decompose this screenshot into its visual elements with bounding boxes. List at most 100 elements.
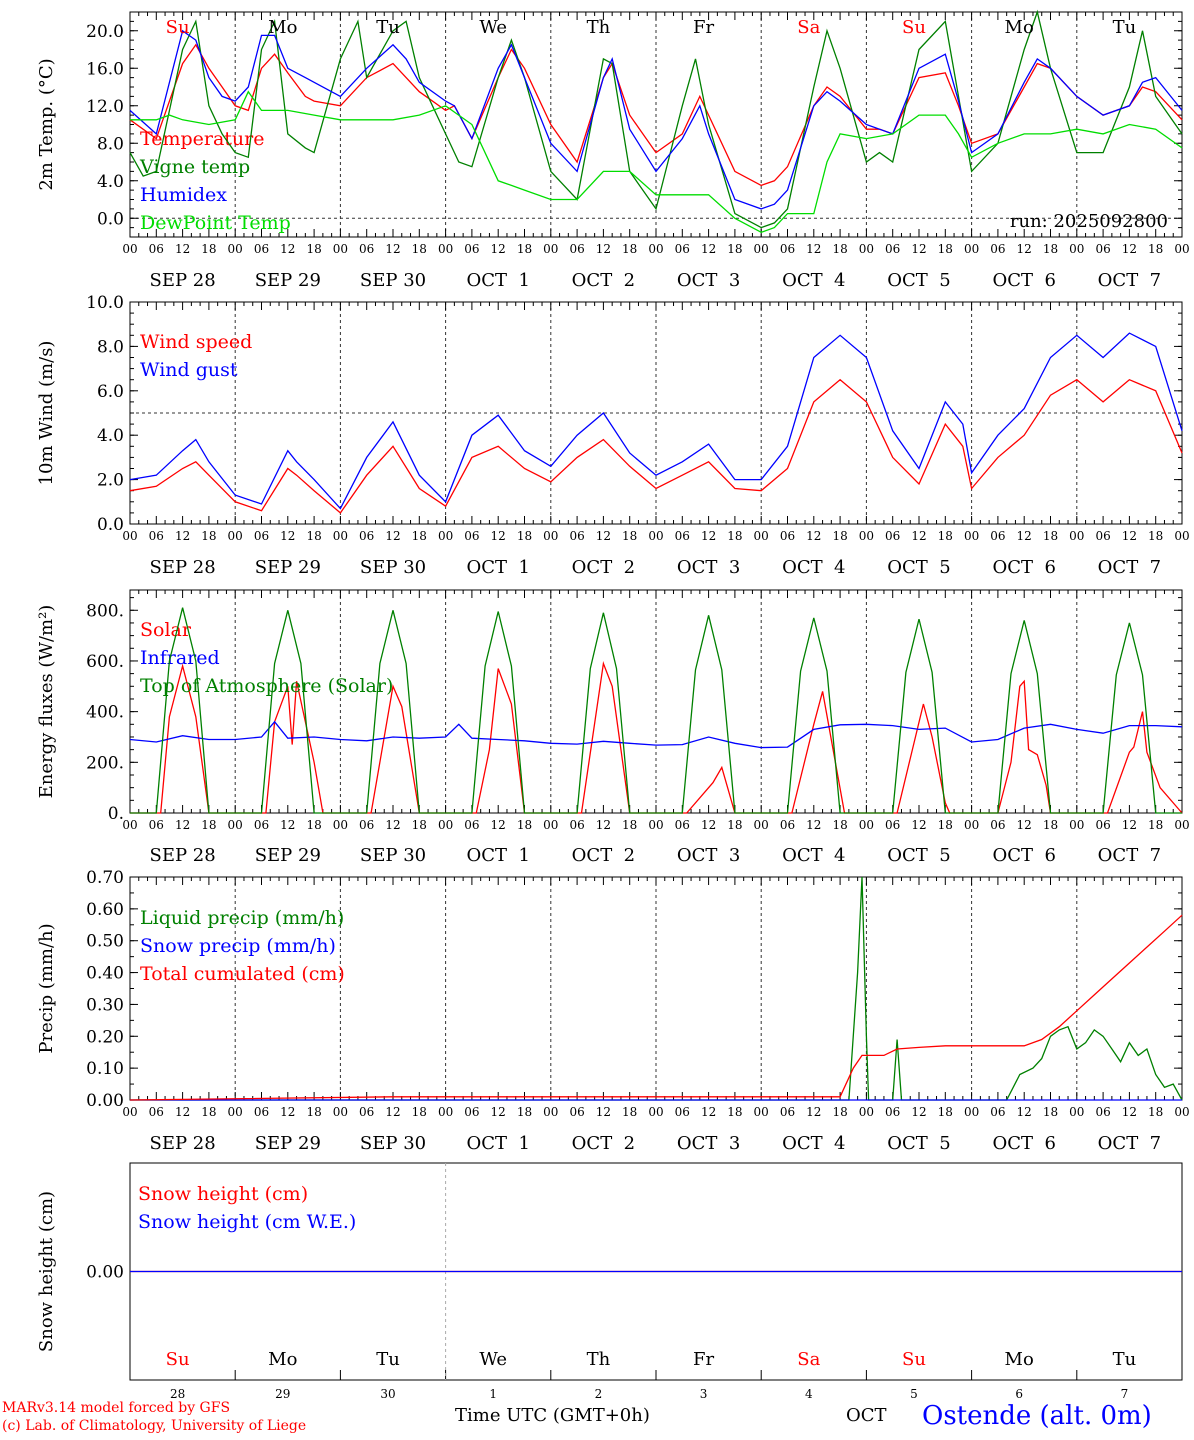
hour-tick-label: 18 xyxy=(727,529,742,543)
bottom-day-number: 1 xyxy=(489,1387,497,1401)
hour-tick-label: 00 xyxy=(1174,818,1189,832)
hour-tick-label: 06 xyxy=(464,529,479,543)
hour-tick-label: 00 xyxy=(1174,529,1189,543)
y-tick-label: 4.0 xyxy=(97,426,124,446)
legend-entry: Wind gust xyxy=(140,359,238,381)
hour-tick-label: 18 xyxy=(412,1105,427,1119)
series-line-green xyxy=(129,9,1183,229)
y-tick-label: 20.0 xyxy=(86,22,124,42)
hour-tick-label: 18 xyxy=(517,818,532,832)
series-line-blue xyxy=(129,29,1183,210)
hour-tick-label: 06 xyxy=(464,818,479,832)
y-tick-label: 2.0 xyxy=(97,471,124,491)
panel-3: 00 06 12 18 00 06 12 18 00 06 12 18 00 06 12 18 00 06 12 18… xyxy=(36,589,1190,866)
hour-tick-label: 12 xyxy=(701,1105,716,1119)
date-label: SEP 29 xyxy=(255,1133,321,1154)
hour-tick-label: 06 xyxy=(1095,1105,1110,1119)
hour-tick-label: 00 xyxy=(859,1105,874,1119)
hour-tick-label: 06 xyxy=(990,529,1005,543)
date-label: OCT 5 xyxy=(887,1133,950,1154)
date-label: OCT 7 xyxy=(1098,1133,1161,1154)
hour-tick-label: 18 xyxy=(201,529,216,543)
hour-tick-label: 06 xyxy=(359,1105,374,1119)
date-label: OCT 5 xyxy=(887,557,950,578)
hour-tick-label: 18 xyxy=(938,818,953,832)
hour-tick-label: 12 xyxy=(385,529,400,543)
panel-1: 00 06 12 18 00 06 12 18 00 06 12 18 00 06 12 18 00 06 12 18… xyxy=(36,9,1190,291)
hour-tick-label: 00 xyxy=(648,818,663,832)
hour-tick-label: 12 xyxy=(911,818,926,832)
hour-tick-label: 18 xyxy=(306,529,321,543)
legend-entry: Temperature xyxy=(140,128,264,150)
hour-tick-label: 18 xyxy=(306,818,321,832)
hour-tick-label: 06 xyxy=(675,818,690,832)
hour-tick-label: 00 xyxy=(543,1105,558,1119)
hour-tick-label: 00 xyxy=(122,818,137,832)
hour-tick-label: 00 xyxy=(438,818,453,832)
y-tick-label: 0.60 xyxy=(86,900,124,920)
date-label: OCT 2 xyxy=(572,557,635,578)
hour-tick-label: 18 xyxy=(1043,242,1058,256)
hour-tick-label: 12 xyxy=(491,818,506,832)
hour-tick-label: 12 xyxy=(280,818,295,832)
hour-tick-label: 12 xyxy=(175,529,190,543)
weekday-label-bottom: Th xyxy=(587,1349,611,1370)
y-tick-label: 0.30 xyxy=(86,995,124,1015)
y-tick-label: 0.00 xyxy=(86,1091,124,1111)
legend-entry: Humidex xyxy=(140,184,227,206)
weekday-label: Mo xyxy=(1005,17,1034,38)
y-tick-label: 6.0 xyxy=(97,382,124,402)
hour-tick-label: 12 xyxy=(1122,529,1137,543)
weekday-label-bottom: Mo xyxy=(268,1349,297,1370)
hour-tick-label: 06 xyxy=(675,529,690,543)
date-label: OCT 6 xyxy=(992,1133,1055,1154)
hour-tick-label: 12 xyxy=(596,529,611,543)
weekday-label: Fr xyxy=(693,17,714,38)
legend-entry: Solar xyxy=(140,619,192,641)
y-tick-label: 0.50 xyxy=(86,932,124,952)
weekday-label-bottom: Mo xyxy=(1005,1349,1034,1370)
hour-tick-label: 00 xyxy=(754,1105,769,1119)
hour-tick-label: 12 xyxy=(911,242,926,256)
hour-tick-label: 06 xyxy=(254,242,269,256)
date-label: OCT 4 xyxy=(782,557,845,578)
footer-model-credit: MARv3.14 model forced by GFS (c) Lab. of… xyxy=(2,1399,306,1435)
footer-model: MARv3.14 model forced by GFS xyxy=(2,1400,231,1416)
hour-tick-label: 00 xyxy=(1174,1105,1189,1119)
hour-tick-label: 18 xyxy=(1043,818,1058,832)
hour-tick-label: 00 xyxy=(754,529,769,543)
weekday-label: Tu xyxy=(376,17,400,38)
hour-tick-label: 06 xyxy=(780,1105,795,1119)
series-line-blue xyxy=(129,332,1183,510)
hour-tick-label: 06 xyxy=(569,818,584,832)
weekday-label-bottom: Tu xyxy=(1113,1349,1137,1370)
hour-tick-label: 12 xyxy=(1017,242,1032,256)
date-label: OCT 6 xyxy=(992,557,1055,578)
weekday-label-bottom: We xyxy=(479,1349,507,1370)
y-tick-label: 4.0 xyxy=(97,172,124,192)
weekday-label: Mo xyxy=(268,17,297,38)
hour-tick-label: 00 xyxy=(438,1105,453,1119)
hour-tick-label: 18 xyxy=(1148,818,1163,832)
hour-tick-label: 18 xyxy=(622,242,637,256)
hour-tick-label: 12 xyxy=(385,818,400,832)
hour-tick-label: 00 xyxy=(1069,242,1084,256)
date-label: OCT 4 xyxy=(782,270,845,291)
date-label: SEP 28 xyxy=(149,1133,215,1154)
panel-5: 0.00 Snow height (cm) Snow height (cm) Snow… xyxy=(36,1162,1183,1381)
hour-tick-label: 18 xyxy=(727,818,742,832)
panel-4: 00 06 12 18 00 06 12 18 00 06 12 18 00 06 12 18 00 06 12 18… xyxy=(36,868,1190,1154)
hour-tick-label: 06 xyxy=(149,818,164,832)
hour-tick-label: 12 xyxy=(1122,818,1137,832)
hour-tick-label: 12 xyxy=(385,1105,400,1119)
hour-tick-label: 12 xyxy=(911,1105,926,1119)
hour-tick-label: 18 xyxy=(1148,529,1163,543)
hour-tick-label: 18 xyxy=(306,242,321,256)
hour-tick-label: 06 xyxy=(1095,818,1110,832)
hour-tick-label: 06 xyxy=(464,1105,479,1119)
hour-tick-label: 18 xyxy=(517,529,532,543)
hour-tick-label: 00 xyxy=(859,529,874,543)
hour-tick-label: 18 xyxy=(622,818,637,832)
hour-tick-label: 00 xyxy=(648,242,663,256)
hour-tick-label: 00 xyxy=(1174,242,1189,256)
